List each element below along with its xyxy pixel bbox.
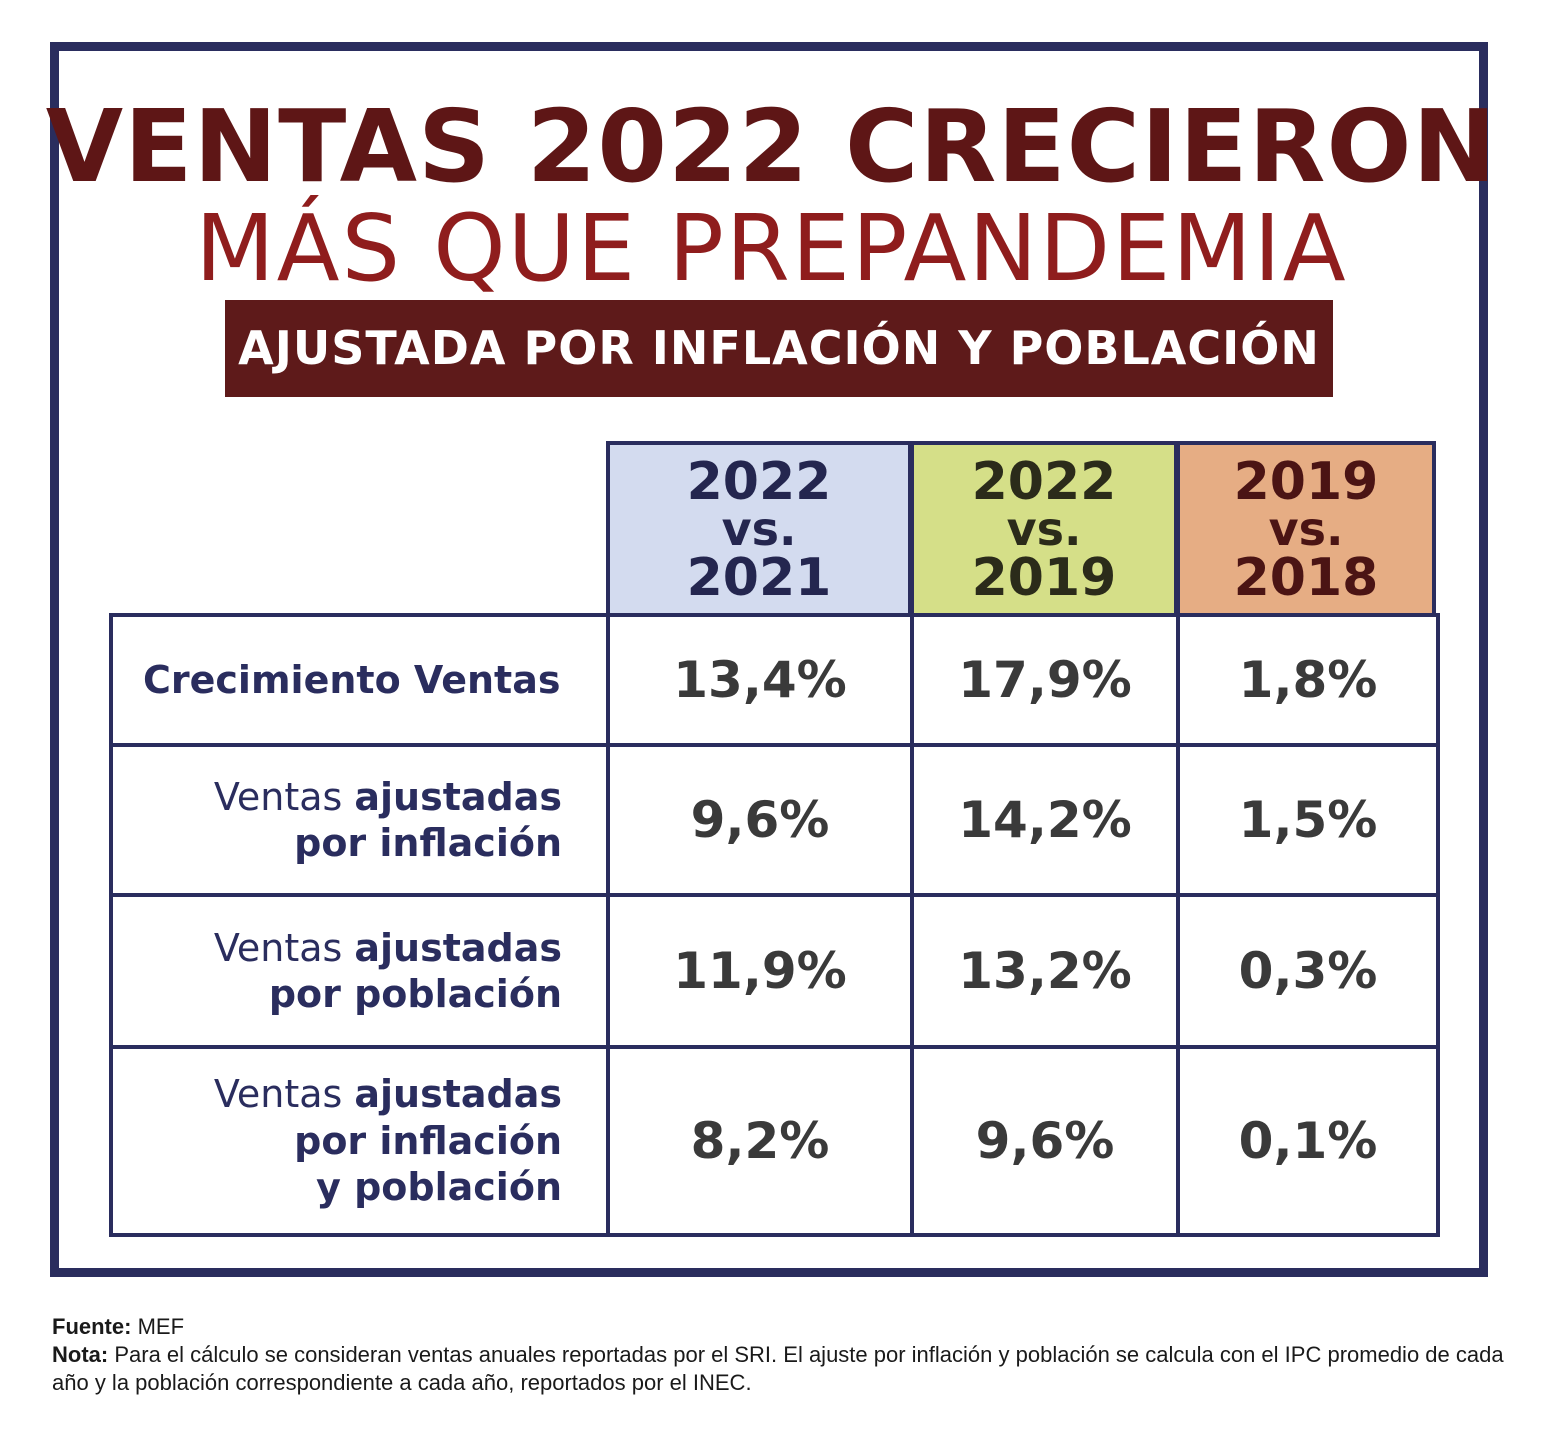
row-label-line: Ventas ajustadas	[113, 925, 562, 971]
subtitle-banner: AJUSTADA POR INFLACIÓN Y POBLACIÓN	[225, 300, 1333, 397]
row-label-bold: por población	[268, 972, 562, 1016]
value-cell: 1,5%	[1176, 743, 1440, 897]
row-label-line: Ventas ajustadas	[113, 774, 562, 820]
row-label-plain: Ventas	[213, 774, 355, 819]
row-label-line: Crecimiento Ventas	[143, 657, 562, 703]
row-label-bold: y población	[316, 1165, 562, 1210]
row-label-plain: Crecimiento Ventas	[143, 657, 561, 702]
nota-line: Nota: Para el cálculo se consideran vent…	[52, 1341, 1522, 1397]
nota-text: Para el cálculo se consideran ventas anu…	[52, 1342, 1504, 1395]
source-notes: Fuente: MEF Nota: Para el cálculo se con…	[52, 1313, 1522, 1397]
value-cell: 0,3%	[1176, 893, 1440, 1049]
frame-border	[50, 42, 1488, 1277]
row-label: Ventas ajustadas por inflación y población	[109, 1045, 610, 1237]
table-row: Ventas ajustadas por inflación 9,6% 14,2% 1,…	[109, 743, 1440, 897]
nota-label: Nota:	[52, 1342, 109, 1367]
row-label-bold: ajustadas	[354, 774, 562, 819]
column-header-bottom: 2018	[1233, 547, 1379, 608]
row-label: Ventas ajustadas por población	[109, 893, 610, 1049]
row-label-line: Ventas ajustadas	[113, 1071, 562, 1117]
row-label-bold: por inflación	[294, 1118, 562, 1163]
title-line-2: MÁS QUE PREPANDEMIA	[195, 195, 1348, 302]
row-label-plain: Ventas	[213, 925, 355, 970]
column-header-2019-vs-2018: 2019 vs. 2018	[1176, 441, 1436, 615]
column-header-top: 2022	[686, 452, 832, 513]
column-header-2022-vs-2019: 2022 vs. 2019	[910, 441, 1178, 615]
column-header-2022-vs-2021: 2022 vs. 2021	[606, 441, 912, 615]
row-label-plain: Ventas	[213, 1072, 355, 1117]
column-header-vs: vs.	[721, 502, 797, 557]
value-cell: 13,4%	[606, 613, 914, 747]
title-line-1: VENTAS 2022 CRECIERON	[45, 88, 1498, 205]
value-cell: 11,9%	[606, 893, 914, 1049]
value-cell: 14,2%	[910, 743, 1180, 897]
row-label-bold: ajustadas	[354, 925, 562, 970]
row-label-line: por inflación	[113, 1118, 562, 1164]
table-row: Ventas ajustadas por inflación y población…	[109, 1045, 1440, 1237]
row-label: Crecimiento Ventas	[109, 613, 610, 747]
row-label-bold: por inflación	[294, 821, 562, 865]
value-cell: 9,6%	[606, 743, 914, 897]
column-header-top: 2019	[1233, 452, 1379, 513]
column-header-vs: vs.	[1006, 502, 1082, 557]
value-cell: 1,8%	[1176, 613, 1440, 747]
row-label-bold: ajustadas	[354, 1072, 562, 1117]
value-cell: 13,2%	[910, 893, 1180, 1049]
value-cell: 17,9%	[910, 613, 1180, 747]
fuente-line: Fuente: MEF	[52, 1313, 1522, 1341]
table-row: Crecimiento Ventas 13,4% 17,9% 1,8%	[109, 613, 1440, 747]
column-header-vs: vs.	[1268, 502, 1344, 557]
column-header-bottom: 2019	[971, 547, 1117, 608]
value-cell: 9,6%	[910, 1045, 1180, 1237]
fuente-text: MEF	[131, 1314, 185, 1339]
column-header-bottom: 2021	[686, 547, 832, 608]
row-label-line: por inflación	[113, 820, 562, 866]
row-label-line: y población	[113, 1164, 562, 1210]
value-cell: 8,2%	[606, 1045, 914, 1237]
data-table: Crecimiento Ventas 13,4% 17,9% 1,8% Ventas a…	[109, 613, 1440, 1237]
table-row: Ventas ajustadas por población 11,9% 13,2% 0…	[109, 893, 1440, 1049]
fuente-label: Fuente:	[52, 1314, 132, 1339]
row-label-line: por población	[113, 971, 562, 1017]
row-label: Ventas ajustadas por inflación	[109, 743, 610, 897]
column-header-top: 2022	[971, 452, 1117, 513]
value-cell: 0,1%	[1176, 1045, 1440, 1237]
